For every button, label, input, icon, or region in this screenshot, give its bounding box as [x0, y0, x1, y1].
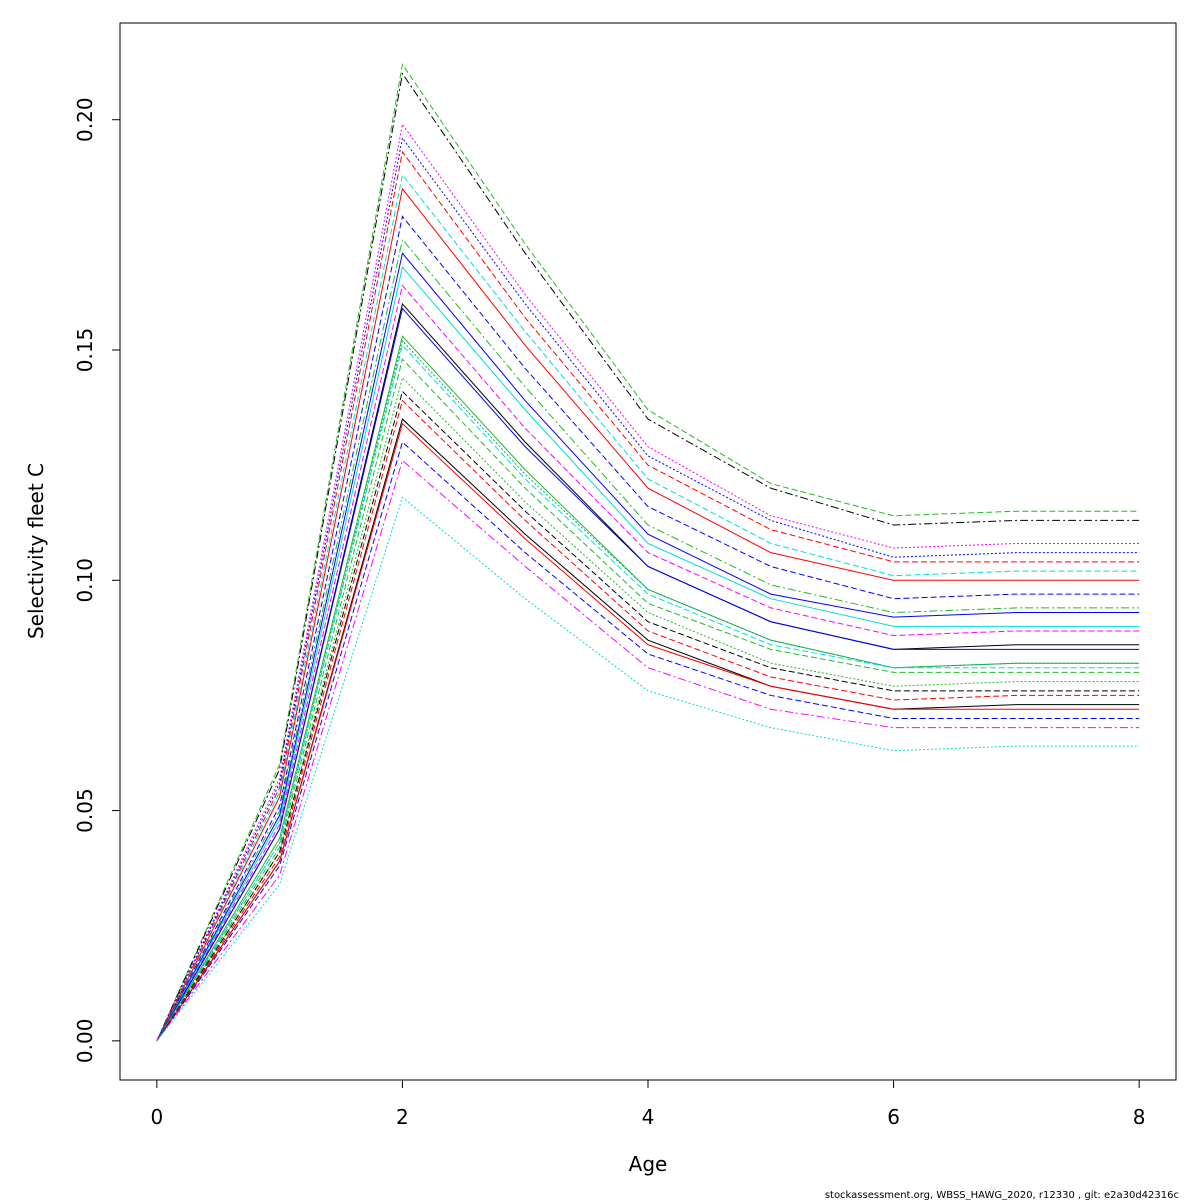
series-line-26 — [156, 496, 1140, 1042]
series-line-5 — [156, 150, 1140, 1042]
series-line-19 — [156, 376, 1140, 1042]
series-line-12 — [156, 284, 1140, 1042]
x-tick-label: 8 — [1133, 1105, 1146, 1129]
y-tick-label: 0.10 — [73, 558, 97, 603]
x-axis: 0 2 4 6 8 — [150, 1079, 1146, 1129]
series-line-11 — [156, 266, 1140, 1042]
x-tick-label: 2 — [396, 1105, 409, 1129]
footer-credit: stockassessment.org, WBSS_HAWG_2020, r12… — [825, 1190, 1179, 1200]
y-axis-title: Selectivity fleet C — [24, 463, 48, 639]
series-line-23 — [156, 422, 1140, 1042]
series-line-20 — [156, 390, 1140, 1042]
plot-frame — [119, 22, 1177, 1081]
series-line-15 — [156, 335, 1140, 1042]
series-line-4 — [156, 136, 1140, 1042]
series-line-2 — [156, 72, 1140, 1042]
x-axis-title: Age — [629, 1152, 668, 1176]
x-tick-label: 4 — [642, 1105, 655, 1129]
series-line-6 — [156, 173, 1140, 1042]
y-tick-label: 0.00 — [73, 1019, 97, 1064]
series-line-17 — [156, 344, 1140, 1042]
x-tick-label: 6 — [887, 1105, 900, 1129]
y-tick-label: 0.15 — [73, 328, 97, 373]
series-line-14 — [156, 307, 1140, 1042]
series-line-18 — [156, 358, 1140, 1042]
series-layer — [156, 63, 1140, 1042]
x-tick-label: 0 — [150, 1105, 163, 1129]
y-tick-label: 0.20 — [73, 97, 97, 142]
series-line-3 — [156, 123, 1140, 1042]
series-line-9 — [156, 238, 1140, 1042]
series-line-21 — [156, 399, 1140, 1042]
series-line-8 — [156, 215, 1140, 1042]
y-axis: 0.00 0.05 0.10 0.15 0.20 — [73, 97, 121, 1064]
series-line-7 — [156, 187, 1140, 1042]
y-tick-label: 0.05 — [73, 788, 97, 833]
series-line-10 — [156, 252, 1140, 1042]
series-line-24 — [156, 441, 1140, 1042]
